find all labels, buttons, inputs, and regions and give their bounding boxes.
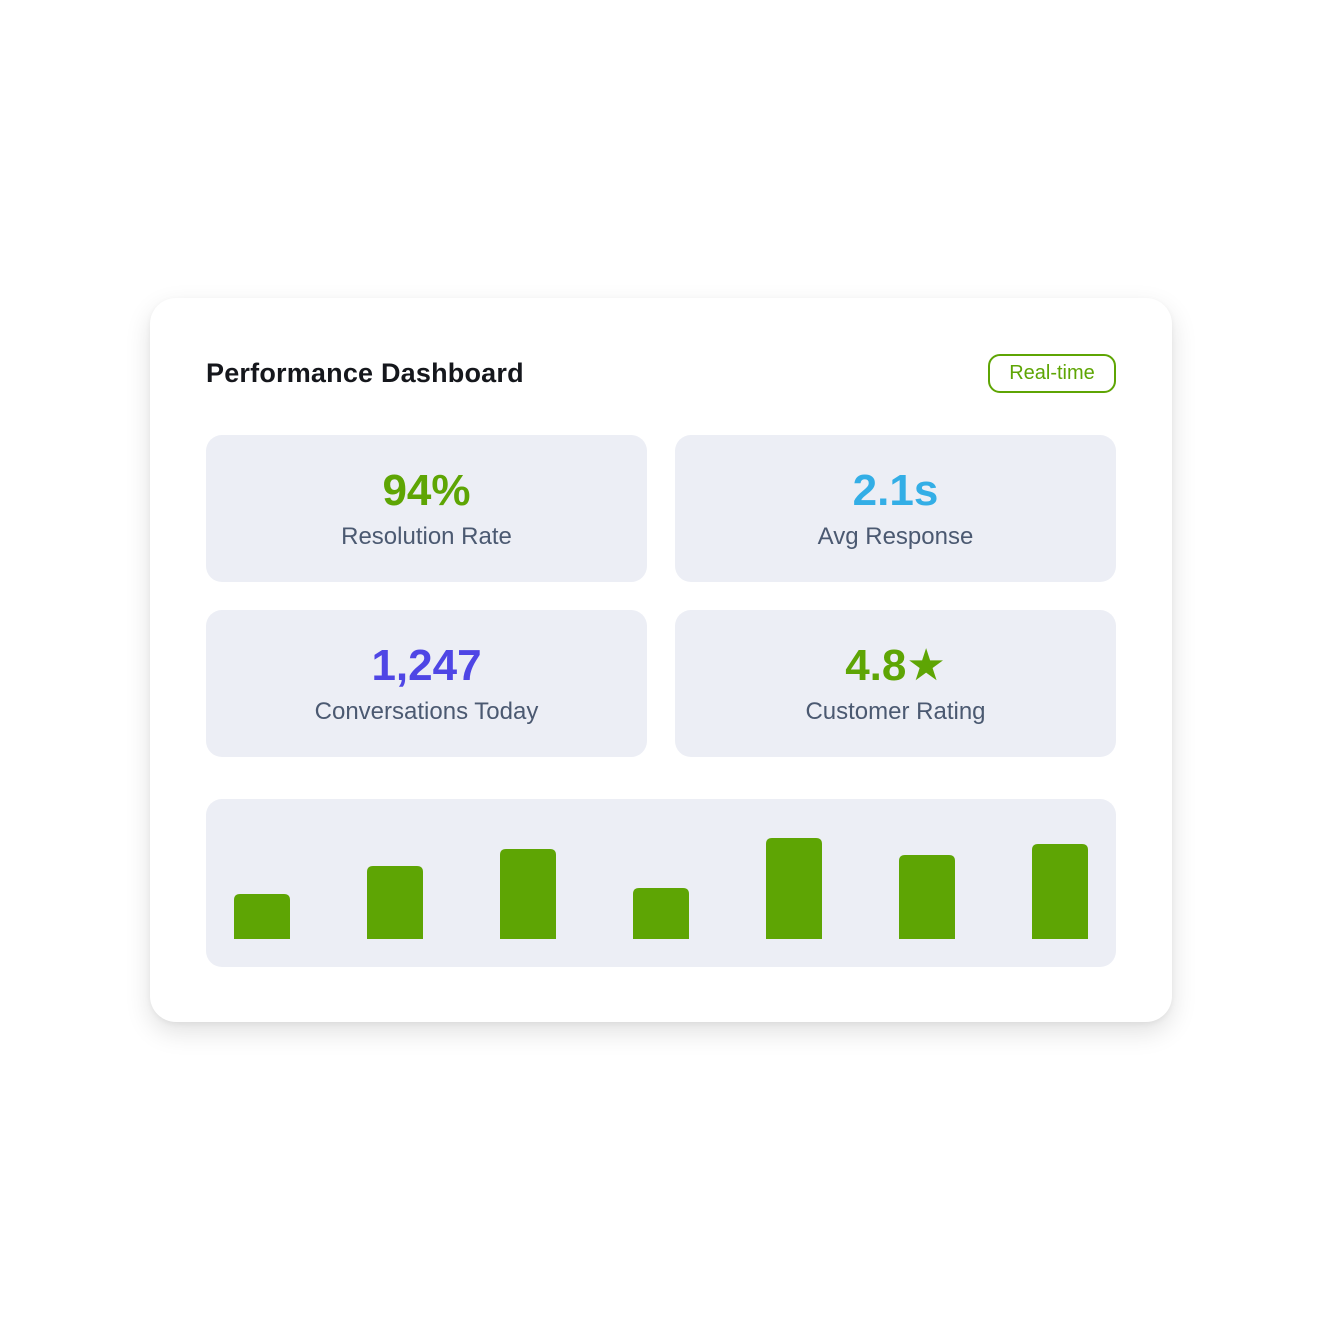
dashboard-card: Performance Dashboard Real-time 94% Reso… (150, 298, 1172, 1022)
metric-tile-resolution-rate: 94% Resolution Rate (206, 435, 647, 582)
realtime-badge[interactable]: Real-time (988, 354, 1116, 393)
metric-label: Conversations Today (314, 698, 539, 725)
chart-bar-5 (766, 838, 822, 939)
metric-tile-customer-rating: 4.8★ Customer Rating (675, 610, 1116, 757)
metric-value: 94% (382, 466, 471, 515)
dashboard-title: Performance Dashboard (206, 358, 524, 388)
bar-chart (234, 838, 1088, 939)
metric-value: 4.8★ (845, 641, 946, 690)
chart-bar-7 (1032, 844, 1088, 939)
metric-label: Resolution Rate (341, 523, 512, 550)
chart-bar-3 (500, 849, 556, 939)
chart-bar-1 (234, 894, 290, 939)
metric-label: Customer Rating (805, 698, 986, 725)
chart-bar-4 (633, 888, 689, 939)
metric-label: Avg Response (817, 523, 974, 550)
chart-bar-2 (367, 866, 423, 939)
bar-chart-panel (206, 799, 1116, 967)
chart-bar-6 (899, 855, 955, 939)
metric-value: 1,247 (371, 641, 482, 690)
metric-value: 2.1s (852, 466, 939, 515)
metric-tile-conversations-today: 1,247 Conversations Today (206, 610, 647, 757)
metric-tile-avg-response: 2.1s Avg Response (675, 435, 1116, 582)
